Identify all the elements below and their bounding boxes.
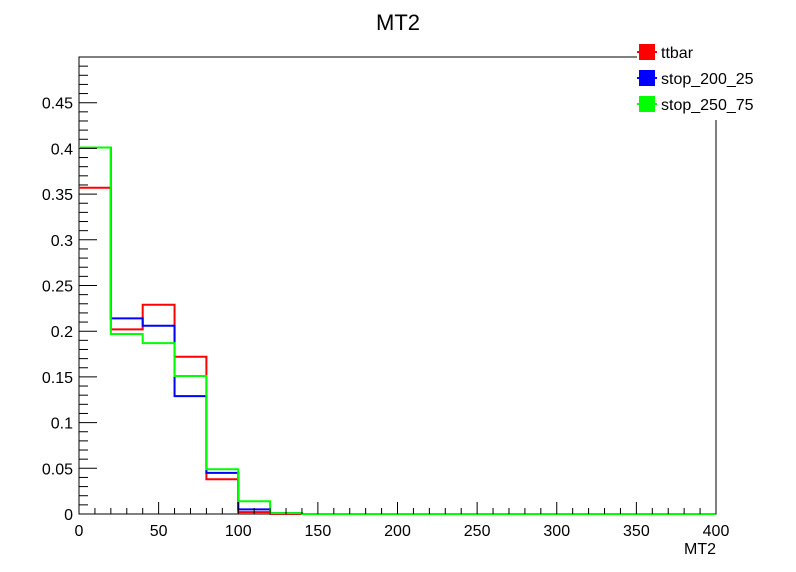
x-tick-label: 250 — [464, 523, 491, 540]
legend-label-stop-200-25: stop_200_25 — [661, 71, 754, 88]
x-axis-label: MT2 — [684, 541, 716, 558]
y-tick-label: 0.05 — [42, 461, 73, 478]
y-tick-label: 0.45 — [42, 96, 73, 113]
chart-title: MT2 — [376, 10, 420, 35]
y-tick-label: 0.2 — [51, 324, 73, 341]
x-tick-label: 400 — [703, 523, 730, 540]
x-tick-label: 300 — [543, 523, 570, 540]
y-tick-label: 0.35 — [42, 187, 73, 204]
x-tick-label: 350 — [623, 523, 650, 540]
y-tick-label: 0.25 — [42, 279, 73, 296]
y-tick-label: 0.3 — [51, 233, 73, 250]
legend-label-stop-250-75: stop_250_75 — [661, 97, 754, 114]
y-tick-label: 0.4 — [51, 141, 73, 158]
x-tick-label: 150 — [305, 523, 332, 540]
axes: 0 50 100 150 200 250 300 350 400 0 0.05 0.1 0.15 0.2 0… — [42, 65, 730, 540]
x-tick-label: 0 — [75, 523, 84, 540]
x-tick-label: 200 — [384, 523, 411, 540]
legend[interactable]: ttbar stop_200_25 stop_250_75 — [637, 38, 754, 120]
legend-label-ttbar: ttbar — [661, 45, 694, 62]
x-tick-label: 100 — [225, 523, 252, 540]
y-tick-label: 0 — [64, 507, 73, 524]
y-tick-label: 0.15 — [42, 370, 73, 387]
x-tick-label: 50 — [150, 523, 168, 540]
y-tick-label: 0.1 — [51, 416, 73, 433]
